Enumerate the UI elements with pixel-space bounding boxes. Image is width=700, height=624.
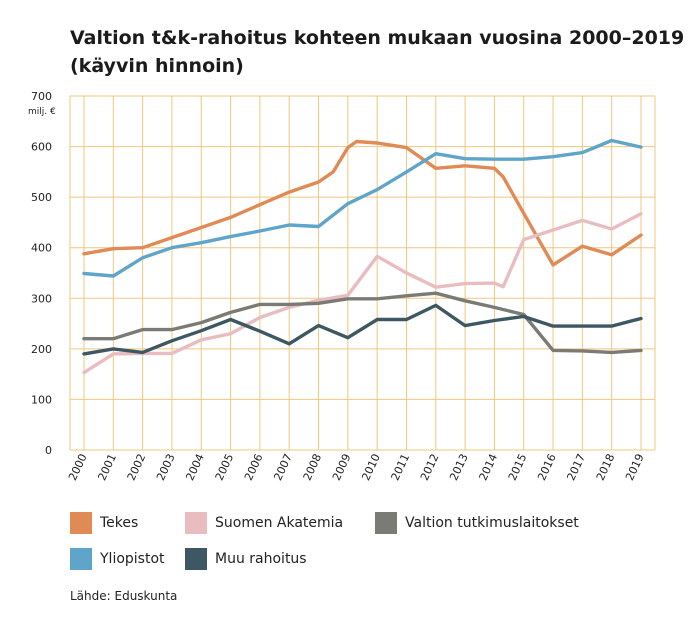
y-tick-label-400: 400: [31, 242, 52, 255]
x-tick-label-2010: 2010: [359, 452, 383, 483]
x-tick-label-2003: 2003: [154, 452, 178, 483]
x-tick-label-2015: 2015: [506, 452, 530, 483]
series-line-5: [82, 303, 643, 356]
y-tick-label-300: 300: [31, 292, 52, 305]
x-tick-label-2000: 2000: [66, 452, 90, 483]
chart-title-line-1: Valtion t&k-rahoitus kohteen mukaan vuos…: [70, 27, 685, 49]
legend-item-4: Valtion tutkimuslaitokset: [375, 512, 579, 534]
x-tick-label-2012: 2012: [418, 452, 442, 483]
y-tick-label-0: 0: [45, 444, 52, 457]
x-tick-label-2002: 2002: [125, 452, 149, 483]
x-tick-label-2001: 2001: [95, 452, 119, 483]
x-tick-label-2017: 2017: [564, 452, 588, 483]
x-tick-label-2006: 2006: [242, 452, 266, 483]
x-tick-label-2005: 2005: [213, 452, 237, 483]
series-line-3: [82, 212, 643, 375]
chart-legend: Tekes Yliopistot Suomen Akatemia Valtion tu…: [70, 512, 690, 572]
legend-swatch: [185, 548, 207, 570]
legend-swatch: [70, 548, 92, 570]
legend-item-5: Muu rahoitus: [185, 548, 307, 570]
y-tick-label-500: 500: [31, 191, 52, 204]
legend-swatch: [375, 512, 397, 534]
x-tick-label-2009: 2009: [330, 452, 354, 483]
legend-swatch: [70, 512, 92, 534]
x-tick-label-2011: 2011: [389, 452, 413, 483]
legend-label: Muu rahoitus: [215, 551, 307, 567]
legend-label: Suomen Akatemia: [215, 515, 344, 531]
y-tick-label-700: 700: [31, 90, 52, 103]
legend-item-3: Suomen Akatemia: [185, 512, 343, 534]
y-axis-unit-label: milj. €: [28, 107, 56, 117]
legend-item-2: Yliopistot: [70, 548, 165, 570]
x-tick-label-2014: 2014: [477, 452, 501, 483]
legend-label: Tekes: [100, 515, 139, 531]
source-note: Lähde: Eduskunta: [70, 589, 178, 603]
legend-item-1: Tekes: [70, 512, 138, 534]
x-tick-label-2018: 2018: [594, 452, 618, 483]
series-line-1: [82, 139, 643, 267]
x-tick-label-2007: 2007: [271, 452, 295, 483]
chart-title-line-2: (käyvin hinnoin): [70, 55, 244, 77]
x-tick-label-2013: 2013: [447, 452, 471, 483]
x-tick-label-2008: 2008: [301, 452, 325, 483]
series-line-2: [82, 138, 643, 278]
x-tick-label-2016: 2016: [535, 452, 559, 483]
series-line-4: [82, 291, 643, 355]
legend-label: Yliopistot: [100, 551, 165, 567]
y-tick-label-200: 200: [31, 343, 52, 356]
legend-swatch: [185, 512, 207, 534]
y-tick-label-100: 100: [31, 393, 52, 406]
y-tick-label-600: 600: [31, 141, 52, 154]
x-tick-label-2004: 2004: [183, 452, 207, 483]
x-tick-label-2019: 2019: [623, 452, 647, 483]
chart-title: Valtion t&k-rahoitus kohteen mukaan vuos…: [70, 24, 690, 80]
legend-label: Valtion tutkimuslaitokset: [405, 515, 579, 531]
